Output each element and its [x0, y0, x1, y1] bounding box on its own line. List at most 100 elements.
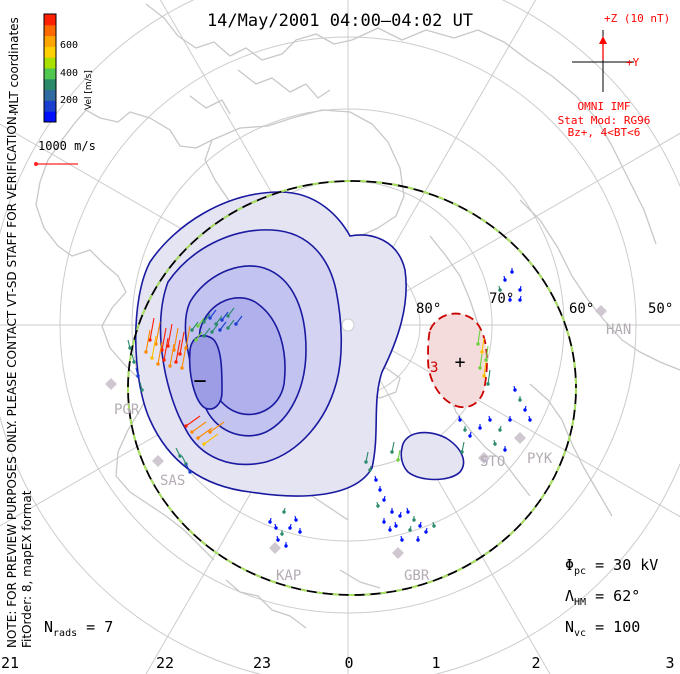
radar-marker-sas [152, 455, 164, 467]
radar-marker-han [595, 305, 607, 317]
colorbar-segment [44, 78, 56, 91]
velocity-vector [203, 433, 219, 445]
radar-label-gbr: GBR [404, 568, 430, 584]
velocity-vector [483, 361, 487, 377]
vector-origin-dot [480, 350, 484, 354]
vector-origin-dot [503, 448, 507, 452]
latitude-labels: 80° 70° 60° 50° [416, 291, 673, 317]
radar-marker-sto [478, 452, 490, 464]
vector-origin-dot [196, 436, 200, 440]
vector-origin-dot [136, 374, 140, 378]
vector-origin-dot [394, 524, 398, 528]
vector-origin-dot [208, 430, 212, 434]
stats-panel: Φpc = 30 kV ΛHM = 62° Nvc = 100 Nrads = … [44, 556, 658, 639]
mlt-label-22: 22 [156, 654, 174, 672]
velocity-vector [151, 335, 157, 359]
vector-origin-dot [486, 382, 490, 386]
vector-origin-dot [368, 468, 372, 472]
imf-y-label: +Y [626, 56, 640, 69]
colorbar-ticks: 600 400 200 [60, 40, 78, 106]
stat-nvc-sub: vc [574, 628, 586, 639]
stat-lambda-hm: ΛHM = 62° [565, 587, 640, 608]
stat-lambda-value: = 62° [586, 587, 640, 605]
velocity-vector [477, 329, 481, 345]
velocity-vector [181, 345, 187, 369]
colorbar-segment [44, 24, 56, 37]
coastline-arctic-islands [189, 69, 331, 115]
dusk-cell: − [134, 191, 407, 497]
dawn-cell-label: 3 [430, 360, 438, 376]
dawn-cell-max-marker: + [455, 352, 466, 373]
hm-boundary [127, 180, 577, 596]
velocity-vector [185, 415, 201, 427]
imf-condition: Bz+, 4<BT<6 [568, 126, 641, 139]
radar-marker-pgr [105, 378, 117, 390]
vector-origin-dot [202, 442, 206, 446]
preview-note: NOTE: FOR PREVIEW PURPOSES ONLY. PLEASE … [5, 112, 19, 648]
lat-label-80: 80° [416, 301, 441, 317]
vector-origin-dot [226, 326, 230, 330]
radar-label-pgr: PGR [114, 402, 140, 418]
vector-origin-dot [184, 424, 188, 428]
vector-origin-dot [510, 270, 514, 274]
vector-origin-dot [432, 524, 436, 528]
stat-phi-symbol: Φ [565, 556, 574, 574]
vector-origin-dot [144, 350, 148, 354]
velocity-scale-dot [34, 162, 38, 166]
vector-origin-dot [128, 346, 132, 350]
fit-order-note: FitOrder: 8, mapEX format [20, 490, 34, 648]
vector-origin-dot [156, 362, 160, 366]
colorbar-segment [44, 46, 56, 58]
map-title: 14/May/2001 04:00–04:02 UT [207, 11, 473, 31]
vector-origin-dot [174, 360, 178, 364]
mlt-label-0: 0 [344, 654, 353, 672]
vector-origin-dot [288, 526, 292, 530]
stat-n-rads: Nrads = 7 [44, 618, 113, 639]
velocity-vector [149, 317, 155, 341]
vector-origin-dot [194, 338, 198, 342]
mlt-label-2: 2 [531, 654, 540, 672]
vector-origin-dot [234, 322, 238, 326]
velocity-vector [479, 353, 483, 369]
dawn-cell-contour [427, 312, 488, 409]
vector-origin-dot [418, 524, 422, 528]
vector-origin-dot [202, 320, 206, 324]
vector-origin-dot [140, 388, 144, 392]
mlt-line [347, 324, 551, 674]
mlt-label-1: 1 [431, 654, 440, 672]
colorbar-frame [43, 13, 57, 123]
vector-origin-dot [188, 470, 192, 474]
vector-origin-dot [484, 358, 488, 362]
mlt-line [347, 324, 680, 518]
pole-marker [341, 318, 355, 332]
velocity-vector [485, 345, 489, 361]
vector-origin-dot [498, 288, 502, 292]
vector-origin-dot [202, 334, 206, 338]
dusk-cell-min-marker: − [193, 369, 206, 394]
vector-origin-dot [382, 498, 386, 502]
velocity-vector [157, 341, 163, 365]
vector-origin-dot [374, 478, 378, 482]
vector-origin-dot [518, 298, 522, 302]
mlt-label-3: 3 [665, 654, 674, 672]
vector-origin-dot [508, 298, 512, 302]
radar-label-sto: STO [480, 454, 505, 470]
velocity-vector [167, 323, 173, 347]
vector-origin-dot [396, 458, 400, 462]
velocity-colorbar [43, 13, 57, 123]
dusk-cell-contour-5 [188, 334, 223, 410]
vector-origin-dot [220, 318, 224, 322]
hm-boundary-dash [127, 180, 577, 596]
vector-origin-dot [180, 366, 184, 370]
stat-n-vc: Nvc = 100 [565, 618, 640, 639]
vector-origin-dot [190, 430, 194, 434]
stat-lambda-symbol: Λ [565, 587, 574, 605]
vector-origin-dot [210, 330, 214, 334]
radar-marker-kap [269, 542, 281, 554]
vector-origin-dot [508, 418, 512, 422]
small-cell [400, 431, 465, 481]
radar-label-sas: SAS [160, 473, 185, 489]
radar-marker-gbr [392, 547, 404, 559]
velocity-vector [191, 421, 207, 433]
coastline-great-lakes [225, 569, 381, 629]
